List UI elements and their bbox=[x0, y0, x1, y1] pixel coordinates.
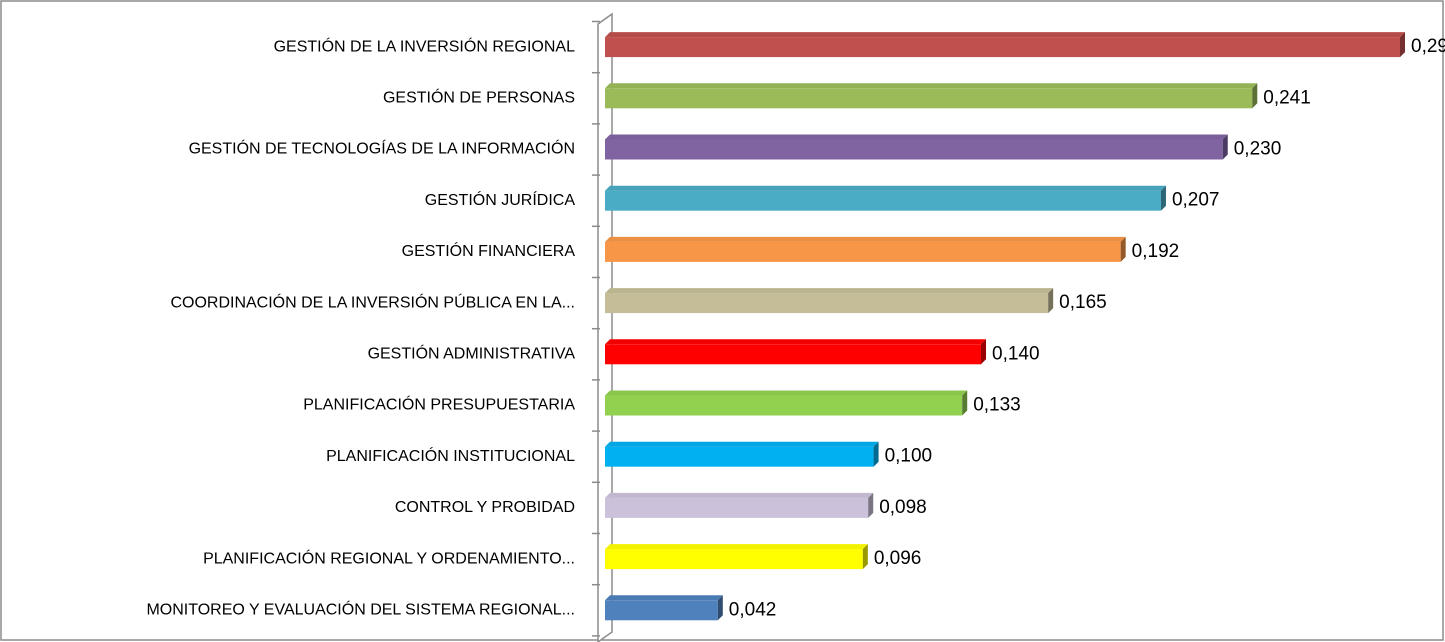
data-label: 0,241 bbox=[1263, 87, 1311, 108]
bar-side bbox=[1120, 236, 1126, 262]
bar bbox=[605, 446, 874, 467]
data-label: 0,140 bbox=[992, 343, 1040, 364]
bar-top bbox=[605, 595, 723, 601]
y-tick-label: PLANIFICACIÓN REGIONAL Y ORDENAMIENTO... bbox=[203, 548, 575, 567]
y-tick-label: PLANIFICACIÓN INSTITUCIONAL bbox=[326, 446, 575, 465]
bar-top bbox=[605, 134, 1228, 140]
bar-side bbox=[1252, 83, 1258, 109]
data-label: 0,042 bbox=[729, 599, 777, 620]
bar-side bbox=[1160, 185, 1166, 211]
y-tick-label: GESTIÓN FINANCIERA bbox=[402, 241, 576, 260]
bar-side bbox=[1400, 32, 1405, 58]
bar-top bbox=[605, 441, 879, 447]
data-label: 0,165 bbox=[1059, 292, 1107, 313]
bar-top bbox=[605, 339, 987, 345]
y-tick-label: CONTROL Y PROBIDAD bbox=[395, 499, 575, 516]
bar-top bbox=[605, 390, 968, 396]
data-label: 0,098 bbox=[879, 497, 927, 518]
bar-top bbox=[605, 288, 1054, 294]
data-label: 0,100 bbox=[885, 446, 933, 467]
bar-top bbox=[605, 185, 1166, 191]
data-label: 0,296 bbox=[1411, 36, 1445, 57]
bar-side bbox=[868, 492, 874, 518]
bar bbox=[605, 241, 1121, 262]
data-label: 0,096 bbox=[874, 548, 922, 569]
y-tick-label: GESTIÓN DE PERSONAS bbox=[383, 88, 575, 107]
bar bbox=[605, 37, 1400, 58]
bar bbox=[605, 344, 982, 365]
bar-side bbox=[981, 339, 987, 365]
bar bbox=[605, 395, 963, 416]
bar-top bbox=[605, 83, 1258, 89]
data-label: 0,192 bbox=[1132, 241, 1180, 262]
bar-top bbox=[605, 544, 868, 550]
data-label: 0,133 bbox=[973, 395, 1021, 416]
bar-side bbox=[862, 544, 868, 570]
axis-wall bbox=[597, 12, 613, 642]
data-label: 0,207 bbox=[1172, 190, 1220, 211]
bar bbox=[605, 190, 1161, 211]
bar-side bbox=[962, 390, 968, 416]
bar-side bbox=[1048, 288, 1054, 314]
y-tick-label: GESTIÓN DE TECNOLOGÍAS DE LA INFORMACIÓN bbox=[189, 139, 575, 158]
y-tick-label: GESTIÓN ADMINISTRATIVA bbox=[368, 344, 576, 363]
y-tick-label: MONITOREO Y EVALUACIÓN DEL SISTEMA REGIO… bbox=[146, 600, 575, 619]
y-tick-label: GESTIÓN DE LA INVERSIÓN REGIONAL bbox=[274, 36, 576, 55]
bar bbox=[605, 549, 863, 570]
bar bbox=[605, 293, 1049, 314]
bar-top bbox=[605, 32, 1405, 38]
bar bbox=[605, 600, 718, 621]
bar bbox=[605, 497, 869, 518]
y-tick-label: PLANIFICACIÓN PRESUPUESTARIA bbox=[303, 395, 575, 414]
bar-top bbox=[605, 492, 874, 498]
bar bbox=[605, 88, 1253, 109]
data-label: 0,230 bbox=[1234, 139, 1282, 160]
y-tick-label: GESTIÓN JURÍDICA bbox=[425, 190, 576, 209]
y-tick-label: COORDINACIÓN DE LA INVERSIÓN PÚBLICA EN … bbox=[170, 292, 575, 311]
bar-side bbox=[717, 595, 723, 621]
bar bbox=[605, 139, 1223, 160]
bar-side bbox=[873, 441, 879, 467]
bar-side bbox=[1222, 134, 1228, 160]
bar-top bbox=[605, 236, 1126, 242]
